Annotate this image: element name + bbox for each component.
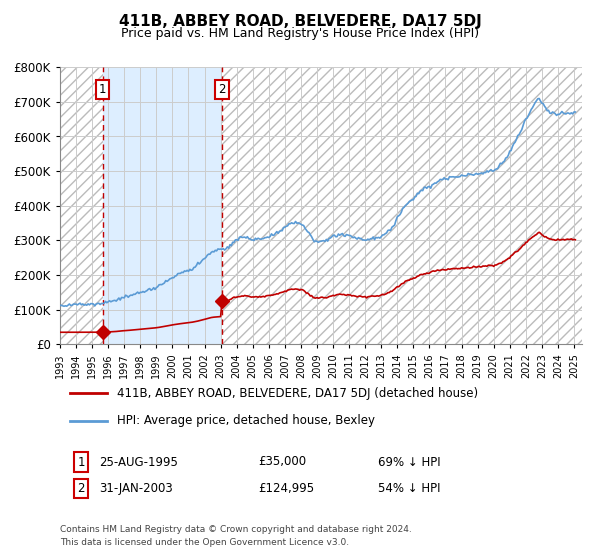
Text: 25-AUG-1995: 25-AUG-1995 — [99, 455, 178, 469]
Text: Price paid vs. HM Land Registry's House Price Index (HPI): Price paid vs. HM Land Registry's House … — [121, 27, 479, 40]
Bar — [222, 67, 582, 344]
Text: 2: 2 — [218, 83, 226, 96]
Text: 2: 2 — [77, 482, 85, 495]
Text: 54% ↓ HPI: 54% ↓ HPI — [378, 482, 440, 495]
Text: £35,000: £35,000 — [258, 455, 306, 469]
Text: 411B, ABBEY ROAD, BELVEDERE, DA17 5DJ (detached house): 411B, ABBEY ROAD, BELVEDERE, DA17 5DJ (d… — [118, 386, 479, 399]
Text: Contains HM Land Registry data © Crown copyright and database right 2024.: Contains HM Land Registry data © Crown c… — [60, 525, 412, 534]
Text: £124,995: £124,995 — [258, 482, 314, 495]
Text: 1: 1 — [99, 83, 106, 96]
Text: This data is licensed under the Open Government Licence v3.0.: This data is licensed under the Open Gov… — [60, 538, 349, 547]
Bar — [60, 67, 103, 344]
Text: 1: 1 — [77, 455, 85, 469]
Bar — [103, 67, 222, 344]
Text: 411B, ABBEY ROAD, BELVEDERE, DA17 5DJ: 411B, ABBEY ROAD, BELVEDERE, DA17 5DJ — [119, 14, 481, 29]
Text: 31-JAN-2003: 31-JAN-2003 — [99, 482, 173, 495]
Text: HPI: Average price, detached house, Bexley: HPI: Average price, detached house, Bexl… — [118, 414, 376, 427]
Text: 69% ↓ HPI: 69% ↓ HPI — [378, 455, 440, 469]
